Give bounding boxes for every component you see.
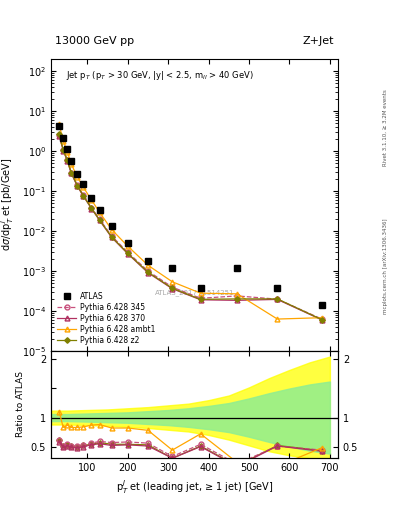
ATLAS <box>235 265 239 271</box>
ATLAS <box>57 123 62 129</box>
Text: Z+Jet: Z+Jet <box>303 36 334 46</box>
Pythia 6.428 ambt1 <box>75 174 80 180</box>
Pythia 6.428 345 <box>109 233 114 239</box>
Line: Pythia 6.428 345: Pythia 6.428 345 <box>57 132 324 322</box>
Line: Pythia 6.428 z2: Pythia 6.428 z2 <box>57 133 324 322</box>
Pythia 6.428 370 <box>170 286 174 292</box>
Pythia 6.428 370 <box>81 193 86 199</box>
Pythia 6.428 ambt1 <box>275 316 280 322</box>
Line: Pythia 6.428 ambt1: Pythia 6.428 ambt1 <box>57 122 324 322</box>
ATLAS <box>81 181 86 187</box>
Pythia 6.428 z2 <box>235 296 239 302</box>
Pythia 6.428 z2 <box>125 250 130 257</box>
Pythia 6.428 z2 <box>89 205 94 211</box>
Pythia 6.428 370 <box>69 170 73 177</box>
Pythia 6.428 z2 <box>198 296 203 303</box>
Pythia 6.428 ambt1 <box>320 315 324 321</box>
Pythia 6.428 ambt1 <box>69 161 73 167</box>
Text: ATLAS_2017_I1514251: ATLAS_2017_I1514251 <box>155 289 234 296</box>
Pythia 6.428 z2 <box>57 132 62 138</box>
Pythia 6.428 z2 <box>109 234 114 240</box>
Pythia 6.428 370 <box>198 297 203 303</box>
Pythia 6.428 370 <box>97 217 102 223</box>
Pythia 6.428 ambt1 <box>125 243 130 249</box>
Pythia 6.428 z2 <box>320 316 324 323</box>
Line: Pythia 6.428 370: Pythia 6.428 370 <box>57 133 324 323</box>
Pythia 6.428 ambt1 <box>57 121 62 127</box>
Pythia 6.428 ambt1 <box>235 291 239 297</box>
Pythia 6.428 370 <box>65 158 70 164</box>
X-axis label: p$_T^J$ et (leading jet, ≥ 1 jet) [GeV]: p$_T^J$ et (leading jet, ≥ 1 jet) [GeV] <box>116 479 273 497</box>
Text: Jet p$_T$ (p$_T$ > 30 GeV, |y| < 2.5, m$_{ll}$ > 40 GeV): Jet p$_T$ (p$_T$ > 30 GeV, |y| < 2.5, m$… <box>66 69 254 82</box>
ATLAS <box>275 285 280 291</box>
Pythia 6.428 z2 <box>81 193 86 199</box>
Pythia 6.428 345 <box>81 193 86 199</box>
Legend: ATLAS, Pythia 6.428 345, Pythia 6.428 370, Pythia 6.428 ambt1, Pythia 6.428 z2: ATLAS, Pythia 6.428 345, Pythia 6.428 37… <box>55 290 158 347</box>
Pythia 6.428 ambt1 <box>170 279 174 285</box>
Pythia 6.428 370 <box>89 205 94 211</box>
Pythia 6.428 z2 <box>170 285 174 291</box>
Pythia 6.428 ambt1 <box>109 226 114 232</box>
Pythia 6.428 345 <box>320 316 324 322</box>
Pythia 6.428 345 <box>198 295 203 302</box>
Pythia 6.428 370 <box>125 251 130 257</box>
ATLAS <box>89 195 94 201</box>
Y-axis label: Ratio to ATLAS: Ratio to ATLAS <box>16 372 25 437</box>
Pythia 6.428 ambt1 <box>198 290 203 296</box>
Text: mcplots.cern.ch [arXiv:1306.3436]: mcplots.cern.ch [arXiv:1306.3436] <box>383 219 388 314</box>
Pythia 6.428 345 <box>69 169 73 176</box>
Pythia 6.428 z2 <box>61 146 66 153</box>
ATLAS <box>198 285 203 291</box>
Pythia 6.428 345 <box>235 293 239 299</box>
Pythia 6.428 345 <box>57 132 62 138</box>
Pythia 6.428 370 <box>57 133 62 139</box>
Pythia 6.428 ambt1 <box>65 148 70 155</box>
ATLAS <box>75 170 80 177</box>
Pythia 6.428 z2 <box>75 183 80 189</box>
ATLAS <box>65 146 70 152</box>
ATLAS <box>320 302 324 308</box>
Pythia 6.428 345 <box>65 157 70 163</box>
Text: 13000 GeV pp: 13000 GeV pp <box>55 36 134 46</box>
ATLAS <box>146 258 151 264</box>
Pythia 6.428 345 <box>125 249 130 255</box>
ATLAS <box>97 207 102 213</box>
Pythia 6.428 370 <box>235 297 239 304</box>
Pythia 6.428 345 <box>75 182 80 188</box>
Pythia 6.428 345 <box>275 296 280 302</box>
Pythia 6.428 ambt1 <box>97 209 102 216</box>
Pythia 6.428 z2 <box>275 296 280 302</box>
ATLAS <box>109 223 114 229</box>
Pythia 6.428 370 <box>61 147 66 154</box>
ATLAS <box>170 265 174 271</box>
Pythia 6.428 345 <box>97 216 102 222</box>
Pythia 6.428 345 <box>170 284 174 290</box>
Pythia 6.428 345 <box>89 205 94 211</box>
ATLAS <box>125 240 130 246</box>
Pythia 6.428 ambt1 <box>61 138 66 144</box>
Pythia 6.428 z2 <box>65 157 70 163</box>
ATLAS <box>69 158 73 164</box>
Pythia 6.428 z2 <box>69 169 73 176</box>
Pythia 6.428 ambt1 <box>146 262 151 268</box>
Pythia 6.428 345 <box>61 146 66 153</box>
Pythia 6.428 z2 <box>97 217 102 223</box>
Pythia 6.428 370 <box>109 234 114 241</box>
Pythia 6.428 ambt1 <box>89 197 94 203</box>
Pythia 6.428 z2 <box>146 269 151 275</box>
Pythia 6.428 345 <box>146 268 151 274</box>
Pythia 6.428 370 <box>146 270 151 276</box>
Text: Rivet 3.1.10, ≥ 3.2M events: Rivet 3.1.10, ≥ 3.2M events <box>383 90 388 166</box>
Pythia 6.428 370 <box>275 296 280 303</box>
Pythia 6.428 370 <box>320 317 324 323</box>
Pythia 6.428 ambt1 <box>81 184 86 190</box>
Pythia 6.428 370 <box>75 183 80 189</box>
Y-axis label: d$\sigma$/dp$_T^j$ et [pb/GeV]: d$\sigma$/dp$_T^j$ et [pb/GeV] <box>0 158 17 251</box>
Line: ATLAS: ATLAS <box>56 123 325 308</box>
ATLAS <box>61 135 66 141</box>
